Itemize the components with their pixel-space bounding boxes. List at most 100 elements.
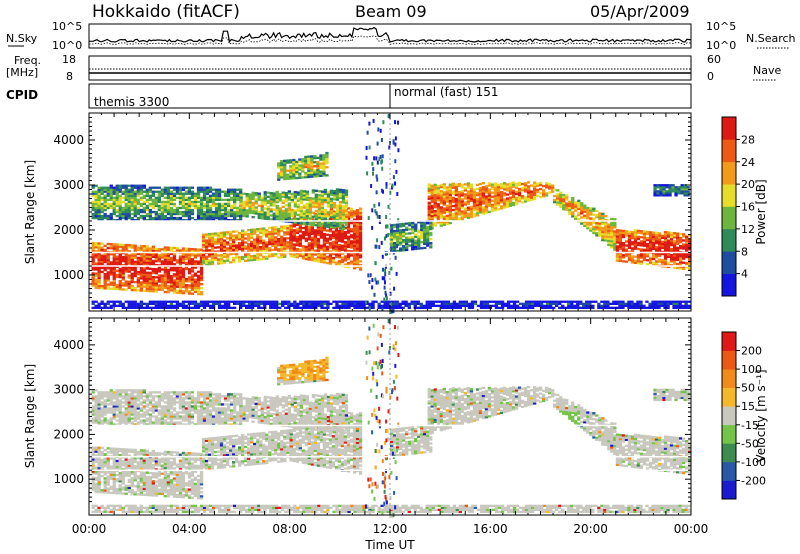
power-cell [376, 141, 379, 146]
power-cell [302, 204, 306, 207]
power-cell [148, 267, 152, 270]
power-cell [358, 209, 363, 212]
power-cell [618, 304, 622, 307]
power-cell [506, 300, 511, 303]
power-cell [556, 189, 560, 192]
power-cell [337, 256, 342, 259]
power-cell [271, 232, 275, 235]
power-cell [202, 214, 207, 218]
power-cell [636, 304, 640, 307]
power-cell [349, 262, 354, 265]
power-cell [196, 188, 201, 191]
power-cell [269, 194, 273, 197]
power-cell [172, 304, 177, 307]
power-cell [451, 213, 455, 216]
power-cell [112, 255, 116, 258]
power-cell [618, 255, 623, 259]
power-cell [121, 266, 125, 269]
power-cell [323, 198, 328, 202]
power-cell [97, 250, 101, 253]
power-cell [469, 187, 474, 190]
power-cell [556, 203, 560, 206]
power-cell [472, 200, 477, 204]
power-cell [106, 188, 110, 191]
power-cell [208, 212, 213, 216]
power-cell [316, 250, 321, 253]
power-cell [277, 176, 281, 179]
power-cell [331, 236, 336, 239]
power-cell [199, 188, 204, 191]
power-cell [648, 249, 653, 252]
power-cell [423, 224, 427, 227]
power-cell [423, 246, 427, 250]
power-cell [548, 183, 552, 186]
power-cell [91, 250, 95, 253]
power-cell [597, 302, 601, 305]
power-cell [263, 195, 267, 198]
power-cell [389, 300, 393, 303]
power-cell [310, 173, 314, 176]
power-cell [172, 194, 177, 197]
power-cell [310, 218, 314, 221]
power-cell [433, 222, 437, 225]
power-cell [211, 188, 216, 191]
power-cell [184, 210, 189, 214]
power-cell [271, 236, 275, 239]
power-cell [127, 190, 131, 193]
power-cell [217, 192, 222, 195]
power-cell [319, 162, 323, 165]
power-cell [109, 196, 113, 199]
power-cell [464, 304, 468, 307]
power-cell [169, 214, 174, 218]
power-cell [521, 306, 526, 309]
power-cell [310, 246, 314, 250]
power-cell [378, 220, 381, 224]
power-cell [685, 237, 689, 240]
power-cell [213, 234, 218, 237]
power-cell [528, 302, 532, 305]
power-cell [592, 209, 596, 212]
power-cell [148, 208, 152, 212]
power-cell [657, 260, 662, 263]
power-cell [130, 194, 134, 197]
power-cell [346, 229, 351, 232]
power-cell [265, 245, 269, 248]
power-cell [299, 218, 303, 221]
power-cell [139, 186, 143, 189]
power-cell [222, 243, 227, 246]
power-cell [220, 198, 225, 201]
power-cell [283, 165, 287, 169]
power-cell [645, 232, 650, 236]
power-cell [579, 300, 583, 303]
power-cell [394, 136, 397, 141]
power-cell [592, 221, 596, 224]
power-cell [166, 272, 171, 276]
power-cell [201, 239, 206, 242]
power-cell [160, 260, 164, 263]
power-cell [219, 262, 224, 265]
power-cell [160, 206, 164, 210]
power-cell [109, 245, 113, 248]
power-cell [527, 187, 531, 190]
power-cell [396, 231, 400, 234]
power-cell [196, 212, 201, 216]
power-cell [145, 273, 149, 276]
power-cell [648, 306, 652, 309]
power-cell [136, 188, 140, 191]
power-cell [233, 219, 237, 222]
power-cell [290, 212, 294, 216]
power-cell [219, 260, 224, 263]
power-cell [97, 278, 101, 281]
power-cell [94, 278, 98, 281]
power-cell [439, 202, 443, 205]
power-cell [216, 232, 221, 235]
power-cell [106, 261, 110, 264]
power-cell [552, 306, 556, 309]
power-cell [106, 255, 110, 258]
power-cell [417, 237, 421, 240]
power-cell [211, 306, 216, 309]
power-cell [145, 204, 149, 208]
power-cell [536, 188, 540, 192]
power-cell [401, 302, 405, 305]
power-cell [475, 191, 480, 195]
